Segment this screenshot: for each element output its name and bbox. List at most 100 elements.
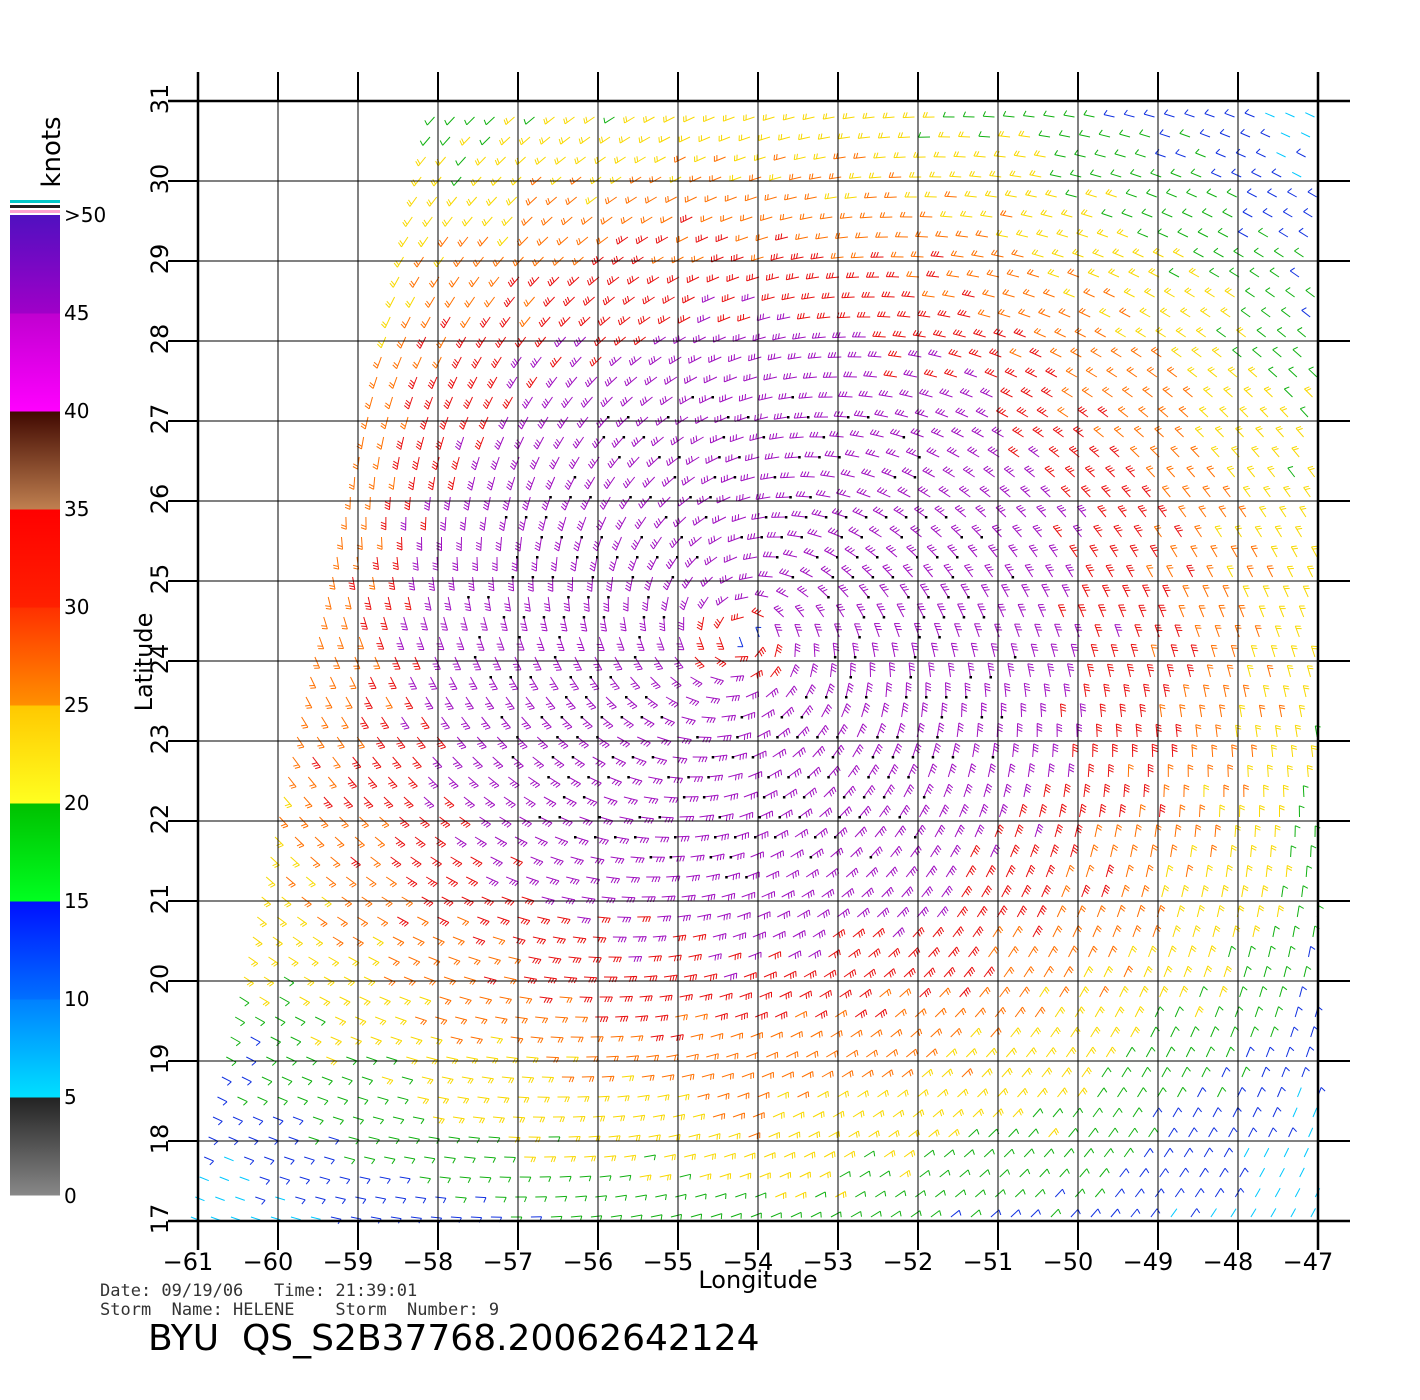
wind-barb xyxy=(255,1196,266,1205)
wind-barb xyxy=(1196,904,1205,918)
wind-barb xyxy=(1210,844,1218,858)
wind-barb xyxy=(983,465,995,478)
wind-barb xyxy=(1010,1027,1022,1038)
wind-barb xyxy=(518,516,528,531)
wind-barb xyxy=(393,256,404,268)
wind-barb xyxy=(945,1048,958,1058)
wind-barb xyxy=(1163,965,1173,978)
wind-barb xyxy=(1263,965,1272,978)
wind-barb xyxy=(892,1109,905,1118)
wind-barb xyxy=(450,1036,463,1045)
wind-barb xyxy=(752,1112,765,1120)
wind-barb xyxy=(1146,188,1157,198)
wind-barb xyxy=(799,213,813,220)
wind-barb xyxy=(1139,1168,1150,1178)
colorbar-flag-band xyxy=(10,205,60,208)
wind-barb xyxy=(858,583,870,599)
wind-barb xyxy=(1008,946,1019,958)
wind-barb xyxy=(1299,505,1307,518)
wind-barb xyxy=(539,136,551,145)
wind-barb xyxy=(1308,366,1318,378)
wind-barb xyxy=(876,603,886,619)
wind-barb xyxy=(1056,504,1067,518)
wind-barb xyxy=(983,783,993,798)
wind-barb xyxy=(1030,844,1040,858)
wind-barb xyxy=(616,636,625,651)
wind-barb xyxy=(1022,288,1035,298)
wind-barb xyxy=(244,1156,255,1166)
wind-barb xyxy=(714,833,730,841)
wind-barb xyxy=(560,496,572,511)
wind-barb xyxy=(970,642,979,658)
wind-barb xyxy=(360,616,368,630)
wind-barb xyxy=(495,336,507,348)
wind-barb xyxy=(1198,406,1209,418)
wind-barb xyxy=(905,447,921,459)
wind-barb xyxy=(788,1131,801,1139)
wind-barb xyxy=(519,996,533,1004)
wind-barb xyxy=(620,396,633,407)
wind-barb xyxy=(681,894,696,902)
wind-barb xyxy=(1170,1026,1180,1038)
wind-barb xyxy=(863,968,877,978)
wind-barb xyxy=(1287,188,1297,198)
wind-barb xyxy=(970,1209,982,1218)
wind-barb xyxy=(558,136,571,145)
wind-barb xyxy=(659,994,673,1002)
wind-barb xyxy=(951,427,964,438)
wind-barb xyxy=(764,452,780,460)
lat-tick-label: 21 xyxy=(146,884,174,915)
wind-barb xyxy=(648,776,663,785)
colorbar-flag-band xyxy=(10,210,60,213)
wind-barb xyxy=(970,1027,982,1038)
wind-barb xyxy=(499,816,512,828)
wind-barb xyxy=(616,736,631,748)
wind-barb xyxy=(1094,824,1103,838)
wind-barb xyxy=(1289,267,1300,278)
wind-barb xyxy=(885,866,898,878)
wind-barb xyxy=(1150,644,1158,658)
wind-barb xyxy=(492,936,506,946)
wind-barb xyxy=(556,636,565,651)
wind-barb xyxy=(1132,1107,1143,1118)
wind-barb xyxy=(883,1149,896,1158)
wind-barb xyxy=(1078,604,1087,618)
wind-barb xyxy=(754,589,769,598)
wind-barb xyxy=(521,496,531,511)
wind-barb xyxy=(716,494,731,504)
wind-barb xyxy=(1166,465,1176,478)
wind-barb xyxy=(365,876,377,888)
wind-barb xyxy=(1008,1128,1020,1138)
wind-barb xyxy=(315,1196,326,1205)
wind-barb xyxy=(899,583,910,599)
wind-barb xyxy=(589,356,602,367)
wind-barb xyxy=(797,909,811,919)
wind-barb xyxy=(1114,1006,1125,1018)
wind-barb xyxy=(817,909,830,919)
wind-barb xyxy=(1256,326,1267,338)
wind-barb xyxy=(922,466,935,478)
wind-barb xyxy=(912,330,926,338)
wind-barb xyxy=(818,391,833,398)
wind-barb xyxy=(1216,905,1225,918)
wind-barb xyxy=(1177,1086,1187,1098)
wind-barb xyxy=(1306,665,1314,678)
wind-barb xyxy=(838,584,849,598)
wind-barb xyxy=(899,389,913,398)
wind-barb xyxy=(1056,229,1069,238)
wind-barb xyxy=(1194,1188,1205,1198)
wind-barb xyxy=(359,1176,371,1185)
wind-barb xyxy=(1119,803,1127,818)
wind-barb xyxy=(865,867,879,878)
wind-barb xyxy=(1184,109,1195,118)
wind-barb xyxy=(541,496,552,511)
wind-barb xyxy=(477,236,489,247)
wind-barb xyxy=(1274,525,1282,538)
wind-barb xyxy=(1076,504,1087,518)
wind-barb xyxy=(990,249,1004,258)
wind-barb xyxy=(420,516,427,531)
wind-barb xyxy=(1145,864,1154,878)
wind-barb xyxy=(317,916,328,928)
wind-barb xyxy=(1279,804,1285,817)
wind-barb xyxy=(545,196,558,206)
